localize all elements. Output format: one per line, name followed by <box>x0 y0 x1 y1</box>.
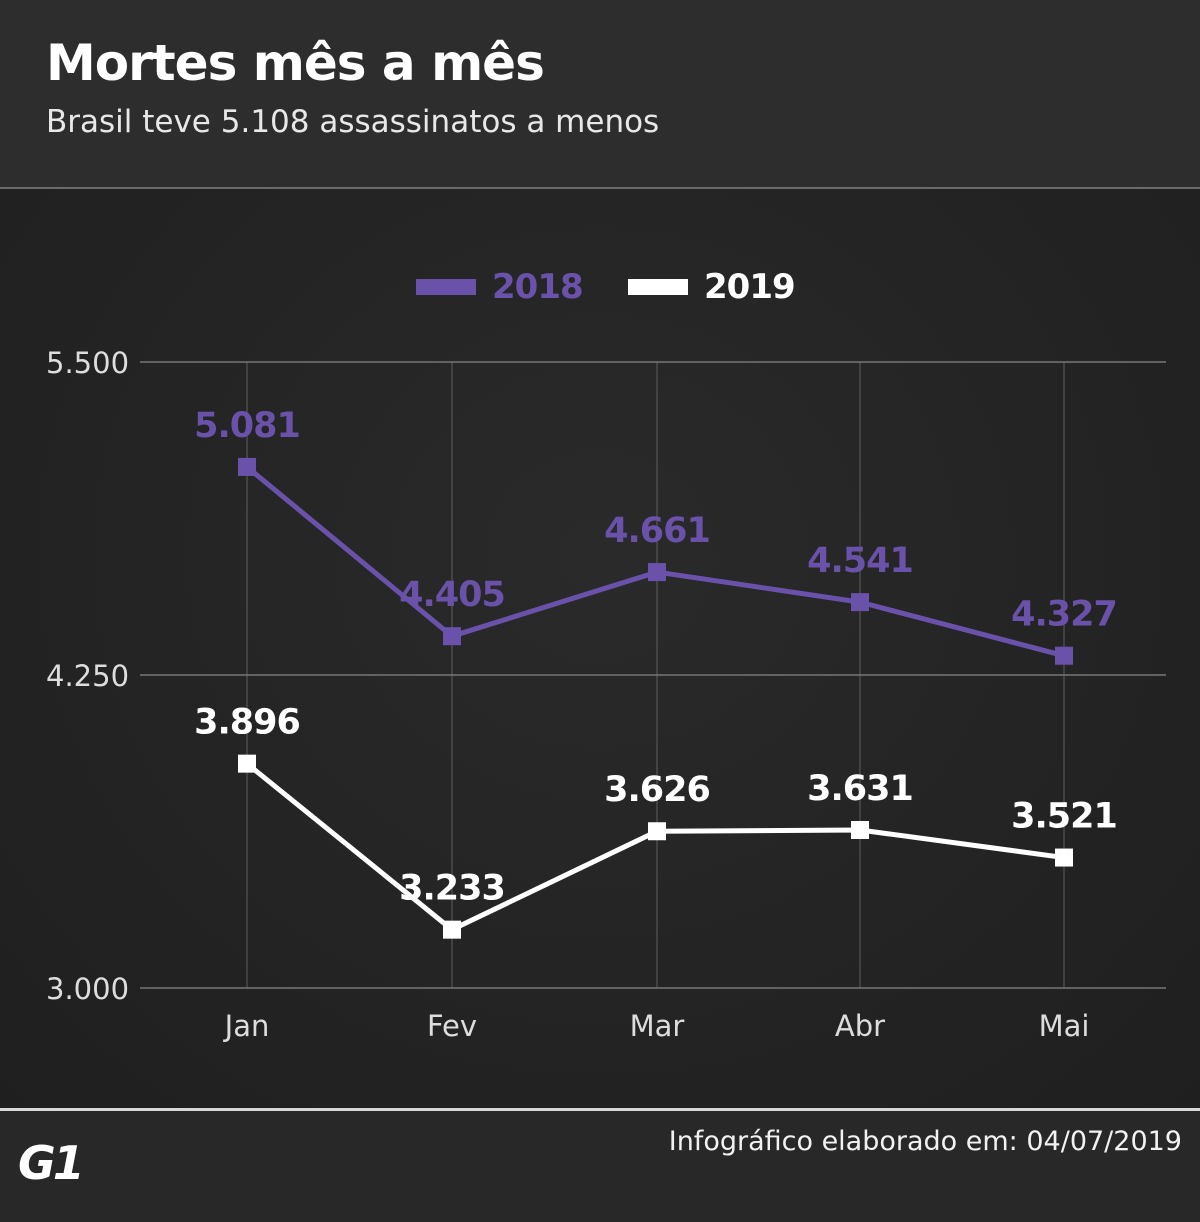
x-tick-label: Fev <box>427 1009 477 1043</box>
data-point-2019 <box>443 920 461 939</box>
legend-swatch-2019 <box>628 279 688 295</box>
y-tick-label: 4.250 <box>46 659 129 693</box>
legend-item-2019: 2019 <box>628 264 796 310</box>
x-tick-label: Abr <box>835 1009 885 1043</box>
data-point-2018 <box>851 593 869 612</box>
data-point-2018 <box>1055 646 1073 665</box>
header-divider <box>0 187 1200 189</box>
data-point-2019 <box>851 820 869 839</box>
data-point-2018 <box>238 457 256 476</box>
y-tick-label: 5.500 <box>46 346 129 380</box>
data-point-2018 <box>443 627 461 646</box>
data-point-2018 <box>648 563 666 582</box>
header-background <box>0 0 1200 188</box>
data-point-2019 <box>1055 848 1073 867</box>
legend-label-2019: 2019 <box>704 267 796 307</box>
data-label-2019: 3.233 <box>399 869 505 909</box>
y-tick-label: 3.000 <box>46 972 129 1006</box>
data-label-2018: 4.405 <box>399 575 505 615</box>
g1-logo: G1 <box>18 1136 85 1190</box>
chart-background <box>0 189 1200 1109</box>
data-label-2019: 3.521 <box>1011 797 1117 837</box>
data-point-2019 <box>648 822 666 841</box>
footer-background <box>0 1111 1200 1222</box>
data-label-2018: 4.327 <box>1011 595 1117 635</box>
x-tick-label: Jan <box>223 1009 270 1043</box>
legend-swatch-2018 <box>416 279 476 295</box>
footer-divider <box>0 1108 1200 1111</box>
legend: 2018 2019 <box>0 264 1200 310</box>
credit-text: Infográfico elaborado em: 04/07/2019 <box>668 1126 1182 1157</box>
data-label-2018: 5.081 <box>194 406 300 446</box>
legend-label-2018: 2018 <box>492 267 584 307</box>
data-label-2018: 4.541 <box>807 541 913 581</box>
chart-subtitle: Brasil teve 5.108 assassinatos a menos <box>46 104 660 140</box>
data-label-2018: 4.661 <box>604 511 710 551</box>
data-label-2019: 3.896 <box>194 703 300 743</box>
data-label-2019: 3.631 <box>807 769 913 809</box>
data-point-2019 <box>238 754 256 773</box>
series-line-2018 <box>245 464 1065 659</box>
chart-title: Mortes mês a mês <box>46 34 545 92</box>
legend-item-2018: 2018 <box>416 264 584 310</box>
data-label-2019: 3.626 <box>604 770 710 810</box>
x-tick-label: Mar <box>630 1009 685 1043</box>
x-tick-label: Mai <box>1039 1009 1090 1043</box>
